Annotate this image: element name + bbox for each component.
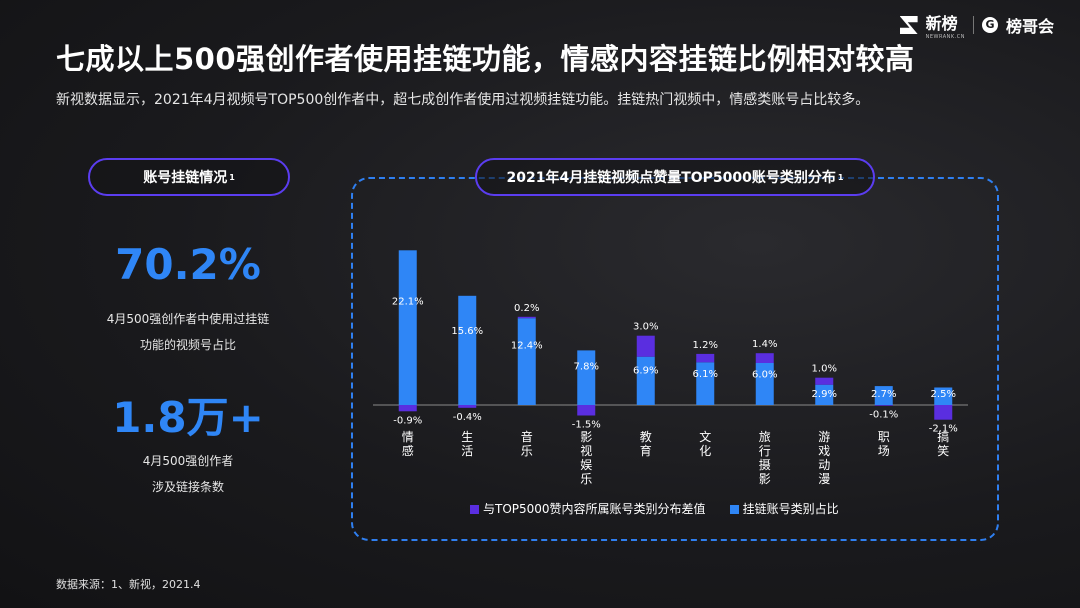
share-label-1: 15.6% [451,326,483,337]
diff-bar-3 [577,405,596,416]
share-label-0: 22.1% [392,296,424,307]
diff-label-6: 1.4% [752,339,777,350]
category-label-2: 音乐 [521,429,533,458]
newrank-logo-icon [899,16,918,34]
legend-label-share: 挂链账号类别占比 [742,502,839,516]
account-link-pill: 账号挂链情况 1 [88,158,290,196]
diff-bar-4 [636,335,655,357]
chart-title-pill-sup: 1 [837,172,844,182]
diff-label-9: -2.1% [929,424,958,435]
stat-link-rate-desc-line1: 4月500强创作者中使用过挂链 [106,312,270,326]
legend-item-diff: 与TOP5000赞内容所属账号类别分布差值 [470,500,706,517]
share-bar-1 [458,295,477,405]
chart-title-pill: 2021年4月挂链视频点赞量TOP5000账号类别分布 1 [475,158,875,196]
category-label-5: 文化 [699,429,711,458]
legend-label-diff: 与TOP5000赞内容所属账号类别分布差值 [483,502,706,516]
share-bar-0 [398,250,417,405]
share-label-2: 12.4% [511,341,543,352]
stat-link-count-desc-line1: 4月500强创作者 [142,454,234,468]
diff-label-5: 1.2% [693,340,718,351]
category-label-4: 教育 [640,429,652,458]
diff-label-0: -0.9% [393,415,422,426]
account-link-pill-label: 账号挂链情况 [143,170,228,186]
category-label-6: 旅行摄影 [759,430,771,486]
data-source: 数据来源：1、新视，2021.4 [56,578,201,591]
account-link-pill-sup: 1 [229,172,235,182]
legend-swatch-share [729,505,739,514]
stat-link-count-desc: 4月500强创作者 涉及链接条数 [78,448,298,500]
page-title: 七成以上500强创作者使用挂链功能，情感内容挂链比例相对较高 [56,42,915,76]
category-label-8: 职场 [878,430,890,458]
category-label-3: 影视娱乐 [580,430,592,486]
brand-logos: 新榜 NEWRANK.CN G 榜哥会 [899,10,1054,40]
banggehui-brand-text: 榜哥会 [1005,17,1054,36]
diff-bar-7 [815,377,834,385]
category-bar-chart: -0.9% 22.1% 情感 -0.4% 15.6% 生活 0.2% 12.4% 音乐 -1.5%… [373,250,968,486]
diff-bar-8 [874,405,893,406]
share-label-7: 2.9% [812,389,837,400]
newrank-brand-sub: NEWRANK.CN [925,34,965,40]
diff-label-7: 1.0% [812,364,837,375]
category-label-9: 搞笑 [937,429,949,458]
category-label-7: 游戏动漫 [818,430,830,486]
newrank-brand: 新榜 NEWRANK.CN [926,10,965,40]
share-bar-8 [874,386,893,405]
share-label-3: 7.8% [574,362,599,373]
share-label-6: 6.0% [752,370,777,381]
stat-link-rate-desc-line2: 功能的视频号占比 [139,338,236,352]
diff-label-4: 3.0% [633,322,658,333]
category-label-0: 情感 [402,430,414,458]
diff-bar-9 [934,405,953,420]
share-label-5: 6.1% [693,369,718,380]
stat-link-count-desc-line2: 涉及链接条数 [151,480,224,494]
share-bar-5 [696,362,715,405]
diff-bar-5 [696,353,715,363]
page-subtitle: 新视数据显示，2021年4月视频号TOP500创作者中，超七成创作者使用过视频挂… [56,92,870,108]
chart-title-pill-label: 2021年4月挂链视频点赞量TOP5000账号类别分布 [506,170,836,186]
diff-label-2: 0.2% [514,303,539,314]
stat-link-rate: 70.2% [115,240,261,289]
diff-bar-1 [458,405,477,408]
share-bar-7 [815,384,834,405]
logo-divider [972,16,974,34]
category-label-1: 生活 [461,430,473,458]
newrank-brand-text: 新榜 [925,14,958,33]
share-bar-3 [577,350,596,405]
share-bar-6 [755,363,774,405]
share-bar-9 [934,387,953,405]
stat-link-rate-desc: 4月500强创作者中使用过挂链 功能的视频号占比 [78,306,298,358]
share-bar-4 [636,356,655,405]
diff-label-3: -1.5% [572,420,601,431]
share-bar-2 [517,318,536,405]
diff-bar-0 [398,405,417,412]
banggehui-logo-icon: G [981,17,998,33]
share-label-9: 2.5% [931,389,956,400]
legend-swatch-diff [470,505,479,514]
diff-bar-2 [517,316,536,319]
diff-label-8: -0.1% [869,410,898,421]
chart-legend: 与TOP5000赞内容所属账号类别分布差值 挂链账号类别占比 [470,500,839,517]
diff-bar-6 [755,353,774,363]
share-label-8: 2.7% [871,389,896,400]
stat-link-count: 1.8万+ [112,393,264,442]
share-label-4: 6.9% [633,366,658,377]
legend-item-share: 挂链账号类别占比 [729,500,839,517]
diff-label-1: -0.4% [453,412,482,423]
